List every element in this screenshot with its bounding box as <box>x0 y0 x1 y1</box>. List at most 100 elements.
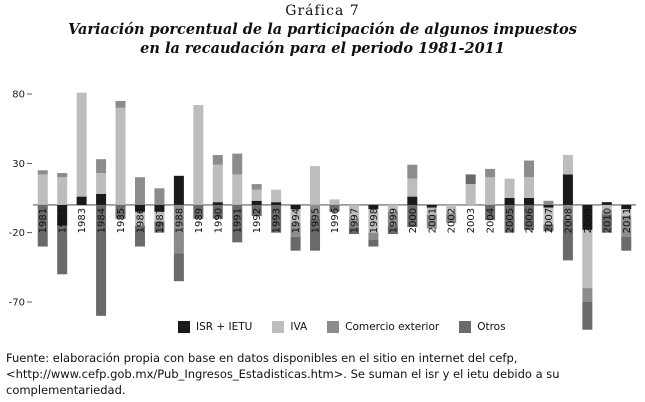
bar-1992-otros <box>251 204 262 217</box>
bar-2008-iva <box>562 155 573 175</box>
category-label-2006: 2006 <box>525 208 536 233</box>
bar-2007-comercio-exterior <box>543 200 554 205</box>
bar-1992-iva <box>251 189 262 201</box>
category-label-1982: 1982 <box>58 208 69 233</box>
bar-1988-isr-ietu <box>173 175 184 205</box>
bar-2011-comercio-exterior <box>621 216 632 237</box>
category-label-1984: 1984 <box>97 208 108 233</box>
legend-label: ISR + IETU <box>196 321 253 333</box>
category-label-1988: 1988 <box>174 208 185 233</box>
category-label-2002: 2002 <box>447 208 458 233</box>
bar-1993-iva <box>271 189 282 203</box>
bar-2007-otros <box>543 224 554 232</box>
bar-2005-iva <box>504 178 515 198</box>
legend-label: IVA <box>290 321 308 333</box>
y-tick-label: -20 <box>9 228 25 239</box>
legend-swatch <box>272 321 285 333</box>
bar-1985-otros <box>115 204 126 219</box>
category-label-2000: 2000 <box>408 208 419 233</box>
bar-2005-isr-ietu <box>504 198 515 205</box>
bar-2000-isr-ietu <box>407 196 418 205</box>
category-label-2003: 2003 <box>466 208 477 233</box>
bar-2009-otros <box>582 302 593 330</box>
bar-1996-otros <box>329 204 340 212</box>
legend-swatch <box>327 321 340 333</box>
bar-1998-isr-ietu <box>368 204 379 210</box>
bar-1997-iva <box>348 204 359 219</box>
bar-1990-otros <box>212 204 223 219</box>
bar-1996-iva <box>329 199 340 205</box>
bar-2003-otros <box>465 174 476 185</box>
legend: ISR + IETU IVA Comercio exterior Otros <box>178 319 526 335</box>
bar-1992-isr-ietu <box>251 200 262 205</box>
bar-2009-iva <box>582 229 593 289</box>
legend-item: Otros <box>459 321 506 333</box>
category-label-1981: 1981 <box>38 208 49 233</box>
category-label-1998: 1998 <box>369 208 380 233</box>
bar-1985-comercio-exterior <box>115 100 126 108</box>
bar-1987-comercio-exterior <box>154 188 165 205</box>
bars-layer <box>33 92 636 330</box>
category-label-2010: 2010 <box>602 208 613 233</box>
bar-1984-otros <box>96 204 107 316</box>
bar-1982-iva <box>57 177 68 205</box>
bar-1986-comercio-exterior <box>134 177 145 205</box>
category-label-2008: 2008 <box>563 208 574 233</box>
bar-2000-otros <box>407 204 418 228</box>
bar-2006-comercio-exterior <box>524 160 535 178</box>
bar-2004-otros <box>485 204 496 221</box>
bar-2009-comercio-exterior <box>582 288 593 302</box>
bar-2001-comercio-exterior <box>426 214 437 229</box>
bar-1995-iva <box>310 166 321 205</box>
bar-1983-iva <box>76 92 87 197</box>
bar-1990-isr-ietu <box>212 202 223 205</box>
bar-1988-otros <box>173 253 184 282</box>
bar-2010-otros <box>601 214 612 233</box>
bar-2007-isr-ietu <box>543 204 554 208</box>
bar-2010-iva <box>601 204 612 211</box>
bar-1999-comercio-exterior <box>387 211 398 226</box>
bar-1986-otros <box>134 225 145 247</box>
bar-1991-iva <box>232 174 243 205</box>
category-label-2007: 2007 <box>544 208 555 233</box>
source-note: Fuente: elaboración propia con base en d… <box>6 351 560 397</box>
bar-1995-otros <box>310 218 321 251</box>
bar-1999-iva <box>387 204 398 212</box>
bar-1997-otros <box>348 227 359 235</box>
bar-1993-isr-ietu <box>271 202 282 205</box>
bar-1981-comercio-exterior <box>37 170 48 175</box>
bar-2004-comercio-exterior <box>485 168 496 178</box>
bar-1987-otros <box>154 221 165 233</box>
bar-2011-isr-ietu <box>621 204 632 210</box>
bar-1998-otros <box>368 239 379 247</box>
bar-1999-otros <box>387 225 398 235</box>
bar-2002-iva <box>446 204 457 214</box>
bar-1987-isr-ietu <box>154 204 165 212</box>
bar-1984-comercio-exterior <box>96 159 107 174</box>
bar-2000-iva <box>407 178 418 197</box>
bar-1990-comercio-exterior <box>212 155 223 165</box>
bar-1982-isr-ietu <box>57 204 68 226</box>
bar-2003-iva <box>465 184 476 205</box>
bar-2006-otros <box>524 204 535 230</box>
bar-2008-comercio-exterior <box>562 204 573 219</box>
bar-1984-iva <box>96 173 107 194</box>
category-label-2005: 2005 <box>505 208 516 233</box>
bar-2007-iva <box>543 207 554 225</box>
bar-1998-iva <box>368 209 379 233</box>
legend-item: ISR + IETU <box>178 321 252 333</box>
bar-1994-isr-ietu <box>290 204 301 210</box>
bar-1995-comercio-exterior <box>310 204 321 219</box>
chart-title-line-1: Variación porcentual de la participación… <box>68 21 577 38</box>
bar-1998-comercio-exterior <box>368 232 379 240</box>
bar-1982-otros <box>57 225 68 275</box>
chart-kicker: Gráfica 7 <box>285 3 360 19</box>
y-tick-label: 30 <box>12 159 25 170</box>
bar-2008-isr-ietu <box>562 174 573 205</box>
category-label-1991: 1991 <box>233 208 244 233</box>
category-label-2009: 2009 <box>583 208 594 233</box>
bar-2011-iva <box>621 209 632 217</box>
category-labels: 1981 1982 1983 1984 1985 1986 1987 1988 1989 1990… <box>38 208 633 233</box>
bar-1994-iva <box>290 209 301 223</box>
